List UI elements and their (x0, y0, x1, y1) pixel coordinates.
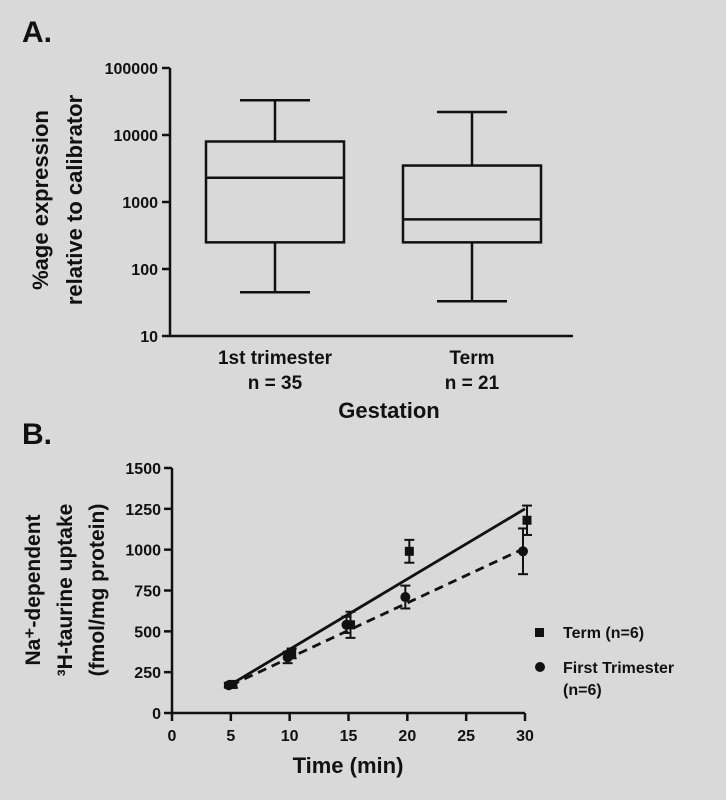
panel-b-y-tick-label: 0 (152, 706, 161, 723)
panel-b-x-tick-label: 0 (168, 728, 177, 745)
legend-term-label: Term (n=6) (563, 625, 644, 642)
first-trimester-point (341, 619, 352, 630)
panel-b-ylabel-line2: ³H-taurine uptake (54, 504, 77, 677)
panel-b-x-tick-label: 5 (226, 728, 235, 745)
panel-b-y-tick-label: 250 (134, 665, 161, 682)
panel-b-label: B. (22, 418, 52, 451)
panel-b-y-tick-label: 1500 (125, 461, 161, 478)
term-point (522, 515, 532, 525)
panel-b-x-tick-label: 20 (398, 728, 416, 745)
legend-first-trimester-label: First Trimester (563, 660, 674, 677)
panel-a: A. %age expression relative to calibrato… (22, 16, 573, 423)
panel-a-y-tick-label: 10000 (114, 128, 159, 145)
panel-a-cat1-name: 1st trimester (218, 348, 333, 369)
panel-b-points (223, 504, 532, 691)
term-point (404, 546, 414, 556)
panel-a-boxes (204, 99, 543, 303)
panel-a-y-tick-label: 1000 (122, 195, 158, 212)
panel-b-x-tick-label: 10 (281, 728, 299, 745)
first-trimester-point (400, 592, 411, 603)
panel-a-cat2-name: Term (449, 348, 494, 369)
panel-b-legend: Term (n=6) First Trimester (n=6) (535, 625, 674, 699)
panel-a-label: A. (22, 16, 52, 49)
first-trimester-point (282, 652, 293, 663)
panel-b-ylabel-line1: Na⁺-dependent (22, 514, 45, 665)
panel-a-y-tick-label: 10 (140, 329, 158, 346)
panel-a-ylabel-line1: %age expression (28, 110, 53, 290)
panel-b-fit-lines (230, 507, 526, 687)
term-fit-line (230, 507, 526, 686)
box-1 (204, 99, 346, 294)
panel-a-cat2-n: n = 21 (445, 373, 500, 394)
panel-b-x-tick-label: 30 (516, 728, 534, 745)
panel-b-x-tick-label: 15 (340, 728, 358, 745)
panel-b-y-tick-label: 500 (134, 624, 161, 641)
box-iqr (401, 164, 543, 244)
panel-b: B. Na⁺-dependent ³H-taurine uptake (fmol… (22, 418, 674, 778)
panel-a-ylabel-line2: relative to calibrator (62, 94, 87, 305)
first-trimester-point (223, 680, 234, 691)
panel-b-xlabel: Time (min) (293, 753, 404, 778)
legend-square-marker (535, 628, 544, 637)
panel-a-y-ticks: 10 100 1000 10000 100000 (105, 61, 170, 346)
panel-a-xlabel: Gestation (338, 398, 439, 423)
panel-b-y-tick-label: 1250 (125, 502, 161, 519)
panel-a-y-tick-label: 100 (131, 262, 158, 279)
first-trimester-point (518, 546, 528, 557)
panel-b-y-tick-label: 1000 (125, 543, 161, 560)
legend-circle-marker (535, 662, 545, 672)
panel-a-cat1-n: n = 35 (248, 373, 303, 394)
panel-b-x-ticks: 0 5 10 15 20 25 30 (168, 713, 534, 745)
panel-a-y-tick-label: 100000 (105, 61, 158, 78)
panel-b-x-tick-label: 25 (457, 728, 475, 745)
panel-b-y-ticks: 0 250 500 750 1000 1250 1500 (125, 461, 172, 723)
box-2 (401, 110, 543, 303)
panel-b-ylabel-line3: (fmol/mg protein) (86, 504, 109, 677)
panel-b-y-tick-label: 750 (134, 584, 161, 601)
first-trimester-fit-line (230, 546, 526, 687)
legend-first-trimester-n: (n=6) (563, 682, 602, 699)
term-point (287, 648, 297, 658)
box-iqr (204, 140, 346, 244)
